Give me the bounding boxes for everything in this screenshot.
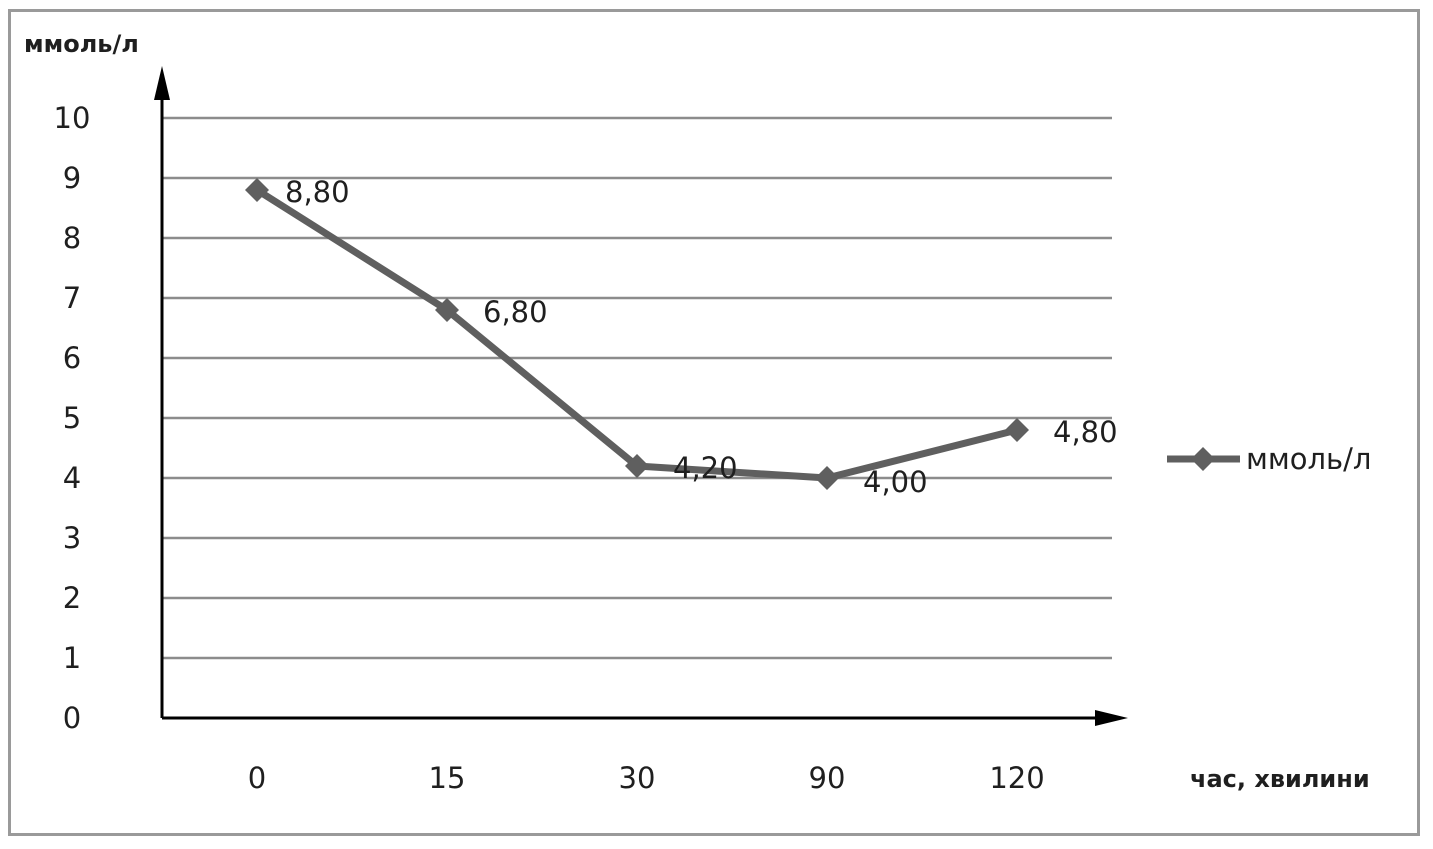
- x-tick-label: 90: [809, 761, 846, 795]
- data-point-marker: [1005, 418, 1029, 442]
- data-label: 6,80: [483, 295, 548, 329]
- gridlines: [162, 116, 1112, 660]
- y-tick-label: 3: [63, 521, 81, 555]
- x-tick-label: 30: [619, 761, 656, 795]
- y-tick-label: 0: [63, 701, 81, 735]
- data-label: 4,20: [673, 451, 738, 485]
- x-tick-label: 15: [429, 761, 466, 795]
- y-tick-label: 7: [63, 281, 81, 315]
- y-tick-label: 8: [63, 221, 81, 255]
- y-axis-arrow: [154, 66, 170, 100]
- y-tick-label: 4: [63, 461, 81, 495]
- x-tick-label: 0: [248, 761, 266, 795]
- y-tick-label: 1: [63, 641, 81, 675]
- chart-frame: [8, 9, 1420, 836]
- y-tick-label: 6: [63, 341, 81, 375]
- y-tick-label: 9: [63, 161, 81, 195]
- series-line: [255, 187, 1018, 482]
- y-axis-title: ммоль/л: [24, 30, 139, 58]
- data-point-marker: [625, 454, 649, 478]
- data-label: 4,00: [863, 465, 928, 499]
- y-tick-label: 5: [63, 401, 81, 435]
- data-point-marker: [245, 178, 269, 202]
- y-tick-labels: 0 1 2 3 4 5 6 7 8 9 10: [54, 101, 91, 735]
- series-group: [245, 178, 1029, 490]
- y-tick-label: 10: [54, 101, 91, 135]
- x-tick-label: 120: [989, 761, 1044, 795]
- data-point-marker: [815, 466, 839, 490]
- data-label: 4,80: [1053, 415, 1118, 449]
- legend: ммоль/л: [1167, 442, 1371, 476]
- y-tick-label: 2: [63, 581, 81, 615]
- data-labels: 8,80 6,80 4,20 4,00 4,80: [285, 175, 1118, 499]
- legend-label: ммоль/л: [1246, 442, 1371, 476]
- x-axis-arrow: [1095, 710, 1128, 726]
- axes: [154, 66, 1128, 726]
- x-tick-labels: 0 15 30 90 120: [248, 761, 1045, 795]
- x-axis-title: час, хвилини: [1190, 765, 1370, 793]
- data-point-marker: [435, 298, 459, 322]
- legend-swatch-marker: [1191, 447, 1215, 471]
- data-label: 8,80: [285, 175, 350, 209]
